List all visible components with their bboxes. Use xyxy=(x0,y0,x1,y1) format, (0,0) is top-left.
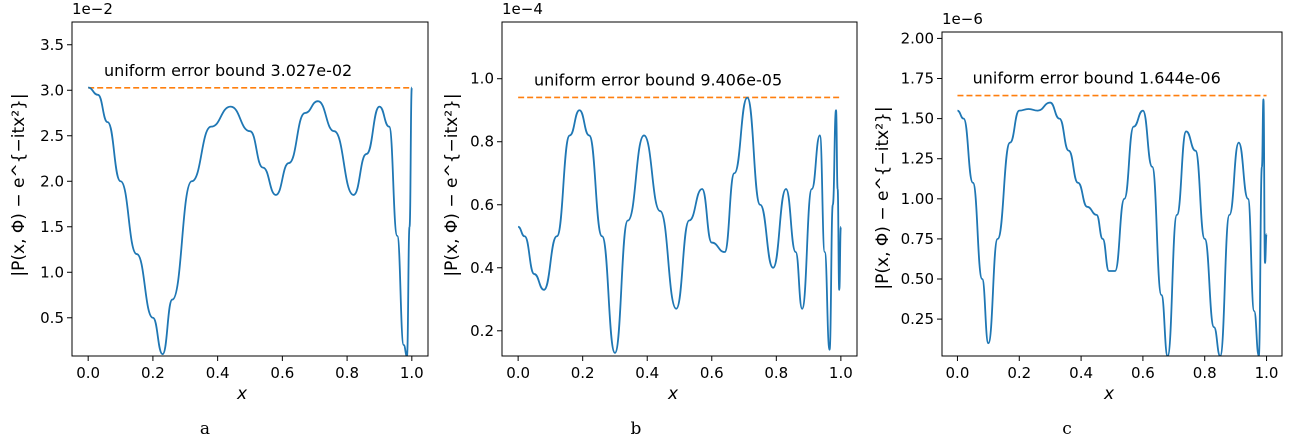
x-tick-label-c: 1.0 xyxy=(1255,364,1279,382)
y-axis-label-c: |P(x, Φ) − e^{−itx²}| xyxy=(873,106,893,289)
bound-annotation-b: uniform error bound 9.406e-05 xyxy=(534,70,782,89)
y-tick-label-a: 3.0 xyxy=(40,81,64,99)
y-axis-label-b: |P(x, Φ) − e^{−itx²}| xyxy=(442,93,462,276)
x-tick-label-a: 0.6 xyxy=(270,364,294,382)
caption-a: a xyxy=(200,419,210,439)
y-tick-label-b: 0.4 xyxy=(470,259,494,277)
y-tick-label-a: 1.0 xyxy=(40,263,64,281)
x-axis-label-a: x xyxy=(236,384,248,404)
x-axis-label-b: x xyxy=(667,384,679,404)
panel-c: 1e−6 |P(x, Φ) − e^{−itx²}| x c 0.0 0.2 0.4… xyxy=(873,10,1283,439)
y-tick-label-a: 0.5 xyxy=(40,309,64,327)
series-line-b xyxy=(517,96,842,354)
series-line-a xyxy=(88,86,413,356)
x-tick-label-b: 0.4 xyxy=(635,364,659,382)
y-tick-label-b: 1.0 xyxy=(470,70,494,88)
y-tick-label-c: 0.50 xyxy=(901,270,934,288)
bound-annotation-a: uniform error bound 3.027e-02 xyxy=(104,61,352,80)
plot-frame-b xyxy=(501,21,858,357)
x-tick-label-c: 0.8 xyxy=(1193,364,1217,382)
y-tick-label-a: 2.0 xyxy=(40,172,64,190)
scale-label-b: 1e−4 xyxy=(502,0,543,18)
y-tick-label-c: 2.00 xyxy=(901,29,934,47)
y-axis-label-a: |P(x, Φ) − e^{−itx²}| xyxy=(9,93,29,276)
x-tick-label-b: 0.8 xyxy=(764,364,788,382)
y-tick-label-a: 2.5 xyxy=(40,127,64,145)
y-tick-label-a: 1.5 xyxy=(40,218,64,236)
x-tick-label-a: 0.0 xyxy=(76,364,100,382)
y-tick-label-a: 3.5 xyxy=(40,36,64,54)
y-tick-label-b: 0.8 xyxy=(470,133,494,151)
x-tick-label-a: 1.0 xyxy=(400,364,424,382)
x-tick-label-b: 0.0 xyxy=(506,364,530,382)
x-tick-label-b: 0.6 xyxy=(700,364,724,382)
y-tick-label-c: 0.75 xyxy=(901,230,934,248)
panel-a: 1e−2 |P(x, Φ) − e^{−itx²}| x a 0.0 0.2 0.4… xyxy=(9,0,429,439)
x-tick-label-a: 0.4 xyxy=(206,364,230,382)
x-axis-label-c: x xyxy=(1103,384,1115,404)
y-tick-label-c: 1.50 xyxy=(901,110,934,128)
y-tick-label-c: 1.75 xyxy=(901,70,934,88)
y-tick-label-c: 1.00 xyxy=(901,190,934,208)
panel-b: 1e−4 |P(x, Φ) − e^{−itx²}| x b 0.0 0.2 0.4… xyxy=(442,0,858,439)
x-tick-label-b: 0.2 xyxy=(571,364,595,382)
x-tick-label-b: 1.0 xyxy=(829,364,853,382)
x-tick-label-c: 0.4 xyxy=(1069,364,1093,382)
caption-b: b xyxy=(631,419,642,439)
series-line-c xyxy=(957,98,1268,356)
x-tick-label-c: 0.0 xyxy=(946,364,970,382)
x-tick-label-a: 0.2 xyxy=(141,364,165,382)
y-tick-label-c: 0.25 xyxy=(901,310,934,328)
plot-frame-c xyxy=(941,31,1283,357)
bound-annotation-c: uniform error bound 1.644e-06 xyxy=(973,69,1221,88)
scale-label-a: 1e−2 xyxy=(72,0,113,18)
scale-label-c: 1e−6 xyxy=(942,10,983,28)
y-tick-label-c: 1.25 xyxy=(901,150,934,168)
y-tick-label-b: 0.2 xyxy=(470,322,494,340)
x-tick-label-c: 0.2 xyxy=(1007,364,1031,382)
x-tick-label-a: 0.8 xyxy=(335,364,359,382)
plot-frame-a xyxy=(71,21,429,357)
y-tick-label-b: 0.6 xyxy=(470,196,494,214)
x-tick-label-c: 0.6 xyxy=(1131,364,1155,382)
caption-c: c xyxy=(1062,419,1072,439)
